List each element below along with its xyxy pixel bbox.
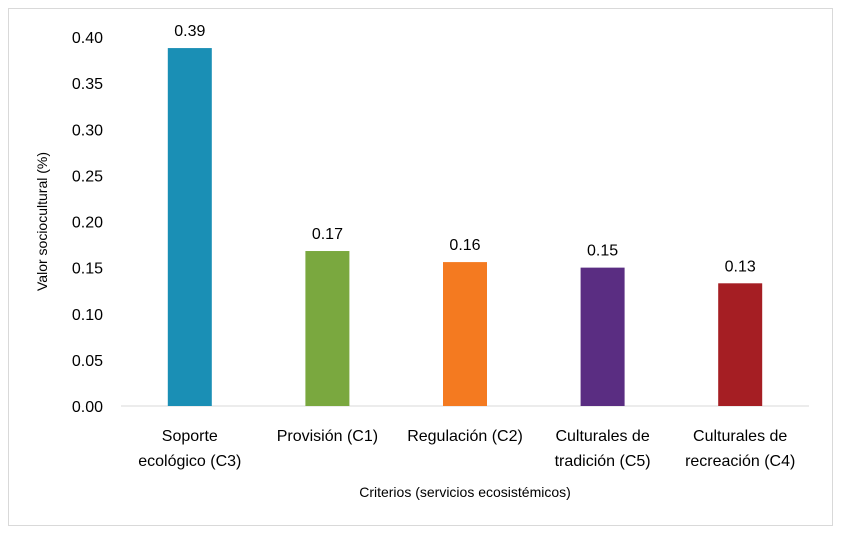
data-label: 0.13 bbox=[725, 258, 756, 275]
x-tick-label: Regulación (C2) bbox=[407, 428, 523, 445]
x-tick-label: recreación (C4) bbox=[685, 453, 795, 470]
y-tick-label: 0.15 bbox=[72, 261, 103, 278]
data-label: 0.15 bbox=[587, 243, 618, 260]
x-tick-label: Culturales de bbox=[555, 428, 649, 445]
x-tick-label: ecológico (C3) bbox=[138, 453, 241, 470]
y-tick-label: 0.25 bbox=[72, 168, 103, 185]
y-axis-title: Valor sociocultural (%) bbox=[34, 152, 50, 291]
bar bbox=[443, 262, 487, 406]
x-tick-label: tradición (C5) bbox=[555, 453, 651, 470]
y-tick-label: 0.30 bbox=[72, 122, 103, 139]
data-label: 0.16 bbox=[449, 237, 480, 254]
bar bbox=[305, 251, 350, 406]
data-label: 0.17 bbox=[312, 226, 343, 243]
y-tick-label: 0.00 bbox=[72, 399, 103, 416]
y-tick-label: 0.05 bbox=[72, 353, 103, 370]
bar bbox=[580, 267, 625, 406]
y-tick-label: 0.35 bbox=[72, 76, 103, 93]
x-tick-label: Culturales de bbox=[693, 428, 787, 445]
data-label: 0.39 bbox=[174, 23, 205, 40]
x-tick-label: Provisión (C1) bbox=[277, 428, 378, 445]
x-axis-title: Criterios (servicios ecosistémicos) bbox=[359, 484, 571, 500]
chart-frame bbox=[8, 8, 833, 526]
y-tick-label: 0.20 bbox=[72, 215, 103, 232]
y-tick-label: 0.10 bbox=[72, 307, 103, 324]
bar bbox=[718, 283, 763, 406]
y-tick-label: 0.40 bbox=[72, 30, 103, 47]
bar bbox=[167, 48, 212, 406]
x-tick-label: Soporte bbox=[162, 428, 218, 445]
